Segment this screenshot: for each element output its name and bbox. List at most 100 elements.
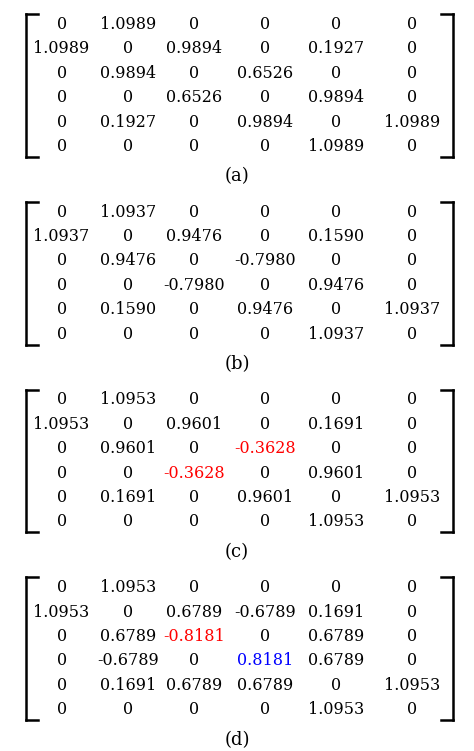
Text: 0.6526: 0.6526 [237, 65, 293, 82]
Text: 0: 0 [123, 465, 133, 481]
Text: 0: 0 [260, 391, 271, 409]
Text: 0: 0 [56, 701, 67, 718]
Text: 0: 0 [407, 579, 418, 596]
Text: 0: 0 [56, 514, 67, 530]
Text: 0: 0 [260, 579, 271, 596]
Text: 0.6789: 0.6789 [309, 653, 365, 669]
Text: -0.8181: -0.8181 [164, 628, 225, 645]
Text: 0: 0 [56, 138, 67, 155]
Text: -0.7980: -0.7980 [235, 252, 296, 270]
Text: 1.0953: 1.0953 [384, 489, 440, 506]
Text: 0.1691: 0.1691 [309, 416, 365, 433]
Text: 0: 0 [407, 252, 418, 270]
Text: 0: 0 [407, 701, 418, 718]
Text: -0.7980: -0.7980 [164, 277, 225, 294]
Text: 0: 0 [189, 138, 200, 155]
Text: (d): (d) [224, 731, 250, 749]
Text: 0.9601: 0.9601 [309, 465, 365, 481]
Text: 1.0937: 1.0937 [384, 301, 440, 318]
Text: 0: 0 [331, 204, 342, 221]
Text: 0: 0 [189, 440, 200, 457]
Text: 0: 0 [260, 701, 271, 718]
Text: 0: 0 [123, 41, 133, 57]
Text: 0: 0 [56, 628, 67, 645]
Text: 0.9894: 0.9894 [166, 41, 222, 57]
Text: 0: 0 [260, 89, 271, 106]
Text: 0: 0 [407, 89, 418, 106]
Text: 0.1691: 0.1691 [100, 489, 156, 506]
Text: 0.8181: 0.8181 [237, 653, 293, 669]
Text: 0.6789: 0.6789 [309, 628, 365, 645]
Text: 0: 0 [331, 391, 342, 409]
Text: 0: 0 [56, 326, 67, 342]
Text: 1.0989: 1.0989 [384, 113, 440, 131]
Text: 0: 0 [123, 701, 133, 718]
Text: 0: 0 [331, 16, 342, 33]
Text: 0.9601: 0.9601 [100, 440, 156, 457]
Text: 0.1927: 0.1927 [100, 113, 156, 131]
Text: 0: 0 [331, 489, 342, 506]
Text: 0: 0 [123, 604, 133, 620]
Text: 0: 0 [56, 677, 67, 694]
Text: 0: 0 [407, 65, 418, 82]
Text: 1.0953: 1.0953 [384, 677, 440, 694]
Text: 0.6789: 0.6789 [237, 677, 293, 694]
Text: 0: 0 [56, 252, 67, 270]
Text: 0: 0 [260, 628, 271, 645]
Text: 0: 0 [407, 138, 418, 155]
Text: 0.9894: 0.9894 [100, 65, 156, 82]
Text: 0: 0 [331, 252, 342, 270]
Text: 0: 0 [56, 204, 67, 221]
Text: 0: 0 [407, 277, 418, 294]
Text: 0.9476: 0.9476 [309, 277, 365, 294]
Text: -0.3628: -0.3628 [164, 465, 225, 481]
Text: 0: 0 [260, 138, 271, 155]
Text: 0: 0 [260, 228, 271, 245]
Text: 1.0989: 1.0989 [100, 16, 156, 33]
Text: 0: 0 [407, 440, 418, 457]
Text: -0.6789: -0.6789 [235, 604, 296, 620]
Text: 0.1691: 0.1691 [309, 604, 365, 620]
Text: 0: 0 [189, 701, 200, 718]
Text: 0: 0 [189, 301, 200, 318]
Text: 0: 0 [189, 514, 200, 530]
Text: 0: 0 [123, 138, 133, 155]
Text: 0: 0 [331, 440, 342, 457]
Text: 0: 0 [123, 326, 133, 342]
Text: 1.0937: 1.0937 [100, 204, 156, 221]
Text: 0: 0 [56, 65, 67, 82]
Text: 0: 0 [189, 579, 200, 596]
Text: 0.6789: 0.6789 [166, 677, 222, 694]
Text: 0: 0 [331, 677, 342, 694]
Text: 0: 0 [56, 440, 67, 457]
Text: 1.0937: 1.0937 [309, 326, 365, 342]
Text: 0: 0 [407, 653, 418, 669]
Text: 0.9476: 0.9476 [237, 301, 293, 318]
Text: 0: 0 [56, 653, 67, 669]
Text: 0: 0 [331, 113, 342, 131]
Text: 0: 0 [407, 16, 418, 33]
Text: 0: 0 [260, 41, 271, 57]
Text: -0.6789: -0.6789 [97, 653, 159, 669]
Text: 0: 0 [331, 579, 342, 596]
Text: 0: 0 [407, 41, 418, 57]
Text: 0: 0 [56, 113, 67, 131]
Text: 0: 0 [123, 514, 133, 530]
Text: 0: 0 [260, 514, 271, 530]
Text: 0: 0 [407, 514, 418, 530]
Text: 0: 0 [189, 204, 200, 221]
Text: 0: 0 [260, 204, 271, 221]
Text: (a): (a) [225, 167, 249, 185]
Text: 0: 0 [56, 277, 67, 294]
Text: 0: 0 [189, 252, 200, 270]
Text: -0.3628: -0.3628 [235, 440, 296, 457]
Text: 0.9894: 0.9894 [309, 89, 365, 106]
Text: (c): (c) [225, 543, 249, 561]
Text: 0.9601: 0.9601 [237, 489, 293, 506]
Text: 1.0953: 1.0953 [100, 391, 156, 409]
Text: 0: 0 [123, 89, 133, 106]
Text: 0: 0 [260, 465, 271, 481]
Text: 0.6789: 0.6789 [100, 628, 156, 645]
Text: 0.9894: 0.9894 [237, 113, 293, 131]
Text: 0.1590: 0.1590 [309, 228, 365, 245]
